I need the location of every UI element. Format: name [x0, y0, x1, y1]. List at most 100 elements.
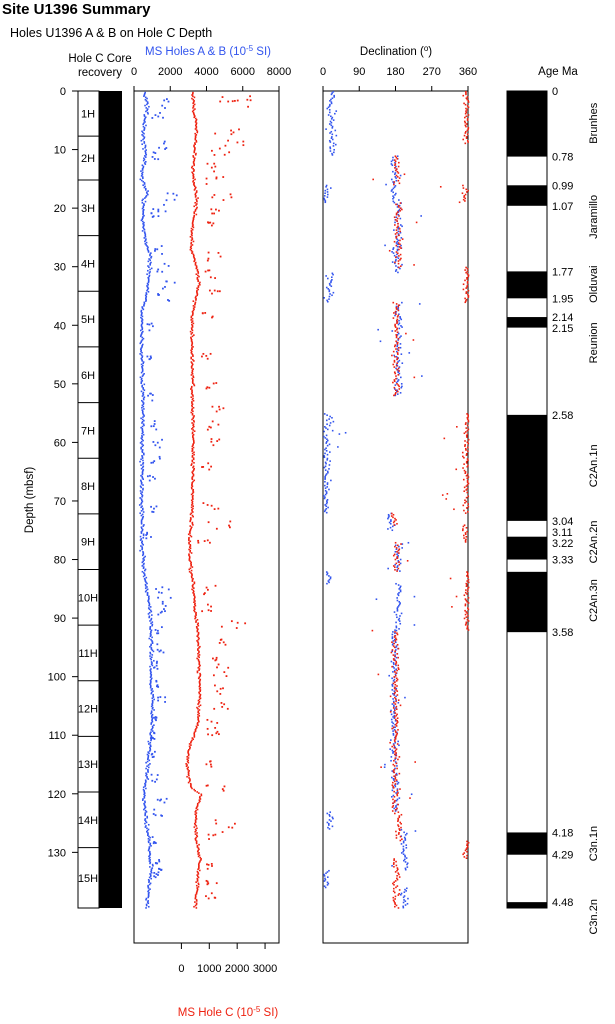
ms-point — [145, 576, 148, 579]
ms-point — [161, 814, 163, 817]
declination-point — [326, 414, 328, 417]
declination-point — [329, 415, 331, 418]
depth-tick-label: 100 — [48, 672, 66, 684]
ms-point — [195, 825, 198, 827]
declination-point — [393, 726, 395, 729]
declination-point — [393, 701, 395, 704]
ms-point — [204, 270, 207, 273]
declination-point — [402, 906, 405, 909]
ms-point — [214, 277, 217, 279]
ms-point — [191, 405, 194, 408]
declination-point — [395, 306, 398, 309]
ms-point — [142, 125, 145, 128]
ms-point — [141, 493, 143, 496]
declination-point — [394, 691, 396, 694]
declination-point — [398, 772, 401, 775]
ms-point — [191, 492, 194, 495]
ms-point — [187, 781, 190, 784]
ms-point — [188, 548, 190, 551]
ms-point — [143, 789, 145, 792]
ms-point — [197, 713, 199, 716]
ms-point — [141, 220, 144, 223]
ms-point — [144, 156, 147, 158]
ms-point — [146, 901, 149, 903]
declination-point — [462, 94, 465, 97]
ms-point — [191, 371, 193, 374]
ms-point — [192, 172, 194, 175]
ms-point — [144, 555, 146, 558]
declination-point — [326, 188, 329, 191]
declination-point — [396, 327, 399, 330]
ms-point — [148, 750, 151, 752]
ms-point — [190, 518, 192, 520]
ms-point — [196, 294, 199, 297]
declination-point — [453, 508, 455, 511]
ms-point — [140, 170, 142, 172]
ms-point — [198, 801, 200, 804]
ms-point — [141, 457, 144, 459]
declination-point — [396, 713, 398, 716]
ms-point — [193, 451, 195, 454]
declination-point — [394, 326, 397, 328]
ms-point — [157, 696, 159, 699]
ms-point — [146, 101, 149, 103]
ms-point — [150, 212, 153, 215]
ms-point — [199, 675, 201, 677]
ms-point — [154, 862, 157, 864]
ms-point — [192, 446, 195, 449]
declination-point — [397, 304, 400, 307]
declination-point — [391, 650, 393, 653]
declination-point — [399, 316, 401, 318]
ms-point — [143, 221, 145, 224]
ms-point — [195, 891, 198, 894]
ms-point — [195, 127, 198, 129]
declination-point — [399, 821, 402, 824]
ms-point — [197, 628, 199, 630]
ms-point — [194, 142, 196, 144]
declination-point — [397, 567, 400, 570]
ms-point — [146, 289, 148, 292]
ms-point — [191, 110, 194, 113]
age-label: 3.11 — [552, 527, 573, 539]
declination-point — [323, 435, 325, 438]
ms-point — [214, 684, 216, 687]
declination-point — [394, 172, 397, 174]
ms-point — [206, 718, 209, 721]
declination-point — [330, 281, 332, 284]
ms-point — [155, 719, 157, 722]
declination-point — [390, 519, 392, 521]
ms-point — [147, 833, 149, 835]
ms-point — [147, 889, 150, 892]
ms-point — [148, 759, 151, 762]
ms-point — [194, 894, 197, 896]
ms-point — [145, 761, 147, 764]
ms-point — [141, 230, 144, 232]
declination-point — [332, 145, 335, 147]
declination-point — [466, 530, 468, 533]
ms-point — [199, 683, 201, 685]
declination-point — [396, 380, 399, 383]
ms-point — [192, 490, 194, 492]
declination-point — [323, 885, 326, 887]
declination-point — [326, 457, 329, 460]
declination-point — [326, 500, 328, 502]
declination-point — [398, 591, 400, 594]
declination-point — [327, 193, 329, 196]
ms-point — [141, 456, 144, 458]
ms-point — [196, 808, 199, 811]
ms-point — [196, 870, 199, 873]
ms-point — [156, 798, 159, 801]
ms-point — [142, 205, 145, 208]
declination-point — [323, 510, 326, 513]
ms-top-tick-label: 8000 — [267, 66, 291, 78]
declination-point — [462, 283, 465, 286]
ms-point — [193, 440, 195, 443]
ms-point — [141, 395, 144, 397]
ms-point — [198, 691, 200, 694]
declination-point — [467, 296, 470, 298]
ms-point — [194, 132, 196, 135]
declination-point — [393, 669, 396, 672]
ms-point — [190, 245, 192, 247]
declination-point — [393, 667, 395, 669]
declination-point — [395, 700, 397, 703]
